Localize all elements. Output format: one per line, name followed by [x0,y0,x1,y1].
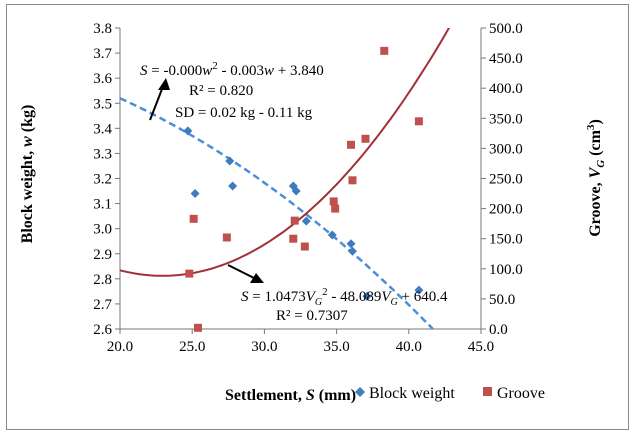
x-axis-title: Settlement, S (mm) [225,387,356,404]
groove-point [185,269,194,278]
block-weight-point [414,285,424,295]
y-right-tick-label: 350.0 [489,111,523,127]
y-left-tick-label: 3.6 [93,71,112,87]
y-left-axis-title: Block weight, w (kg) [19,105,36,244]
y-right-tick-label: 500.0 [489,21,523,37]
groove-point [189,214,198,223]
y-left-tick-label: 2.8 [93,272,112,288]
groove-point [290,216,299,225]
block-weight-point [225,156,235,166]
y-left-tick-label: 2.9 [93,247,112,263]
y-right-tick-label: 0.0 [489,322,508,338]
block-weight-point [190,189,200,199]
y-right-axis-title: Groove, VG (cm3) [585,119,607,237]
fit1-r2: R² = 0.820 [189,83,253,99]
fit1-sd: SD = 0.02 kg - 0.11 kg [175,105,313,121]
markers-group [183,46,424,332]
groove-point [361,134,370,143]
groove-point [289,234,298,243]
x-tick-label: 30.0 [251,339,277,355]
block-weight-point [347,246,357,256]
y-right-tick-label: 50.0 [489,292,515,308]
groove-point [329,197,338,206]
y-left-tick-label: 2.7 [93,297,112,313]
chart-frame [6,4,629,430]
block-weight-trendline [120,97,435,329]
y-left-tick-label: 2.6 [93,322,112,338]
y-right-tick-label: 450.0 [489,51,523,67]
trendlines-group [120,28,451,329]
block-weight-point [301,216,311,226]
groove-point [414,117,423,126]
x-tick-label: 45.0 [468,339,494,355]
block-weight-point [228,181,238,191]
y-right-tick-label: 400.0 [489,81,523,97]
fit2-equation: S = 1.0473VG2 - 48.089VG + 640.4 [241,286,448,308]
groove-point [380,46,389,55]
y-left-tick-label: 3.2 [93,172,112,188]
legend-groove-label: Groove [497,385,545,402]
legend-groove-marker [483,387,492,396]
groove-point [347,140,356,149]
fit1-arrow [149,78,170,121]
x-tick-label: 25.0 [179,339,205,355]
groove-point [222,233,231,242]
block-weight-point [291,186,301,196]
y-right-tick-label: 100.0 [489,262,523,278]
axes-group: 20.0 25.0 30.0 35.0 40.0 45.0 2.6 2.7 2.8 2.9 3.0 3… [93,21,523,355]
y-left-tick-label: 3.8 [93,21,112,37]
block-weight-point [183,126,193,136]
groove-trendline [120,28,451,277]
y-right-tick-label: 150.0 [489,232,523,248]
x-tick-label: 40.0 [396,339,422,355]
y-left-tick-label: 3.3 [93,146,112,162]
legend-block-weight-label: Block weight [369,385,455,402]
block-weight-point [327,230,337,240]
legend: Block weight Groove [355,385,545,402]
groove-point [348,176,357,185]
block-weight-point [362,291,372,301]
block-weight-point [346,239,356,249]
y-left-tick-label: 3.1 [93,197,112,213]
y-right-tick-label: 200.0 [489,202,523,218]
legend-block-weight-marker [355,387,365,397]
groove-point [193,323,202,332]
x-tick-label: 35.0 [323,339,349,355]
y-right-tick-label: 300.0 [489,141,523,157]
fit1-equation: S = -0.000w2 - 0.003w + 3.840 [140,60,324,79]
y-left-tick-label: 3.0 [93,222,112,238]
groove-point [300,242,309,251]
fit2-r2: R² = 0.7307 [276,308,348,324]
y-left-tick-label: 3.5 [93,96,112,112]
y-right-tick-label: 250.0 [489,172,523,188]
fit2-arrow [227,264,264,283]
x-tick-label: 20.0 [107,339,133,355]
y-left-tick-label: 3.7 [93,46,112,62]
y-left-tick-label: 3.4 [93,121,112,137]
groove-point [331,204,340,213]
